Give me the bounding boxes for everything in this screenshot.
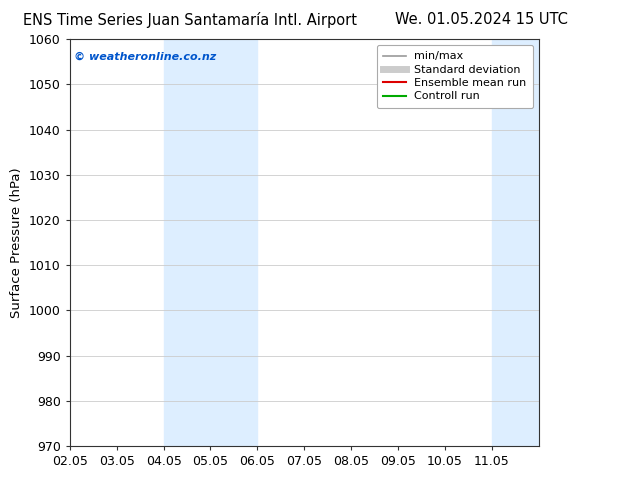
Y-axis label: Surface Pressure (hPa): Surface Pressure (hPa) [10, 167, 23, 318]
Text: © weatheronline.co.nz: © weatheronline.co.nz [74, 51, 217, 61]
Bar [164, 39, 257, 446]
Bar [492, 39, 539, 446]
Legend: min/max, Standard deviation, Ensemble mean run, Controll run: min/max, Standard deviation, Ensemble me… [377, 45, 533, 108]
Text: We. 01.05.2024 15 UTC: We. 01.05.2024 15 UTC [396, 12, 568, 27]
Text: ENS Time Series Juan Santamaría Intl. Airport: ENS Time Series Juan Santamaría Intl. Ai… [23, 12, 357, 28]
